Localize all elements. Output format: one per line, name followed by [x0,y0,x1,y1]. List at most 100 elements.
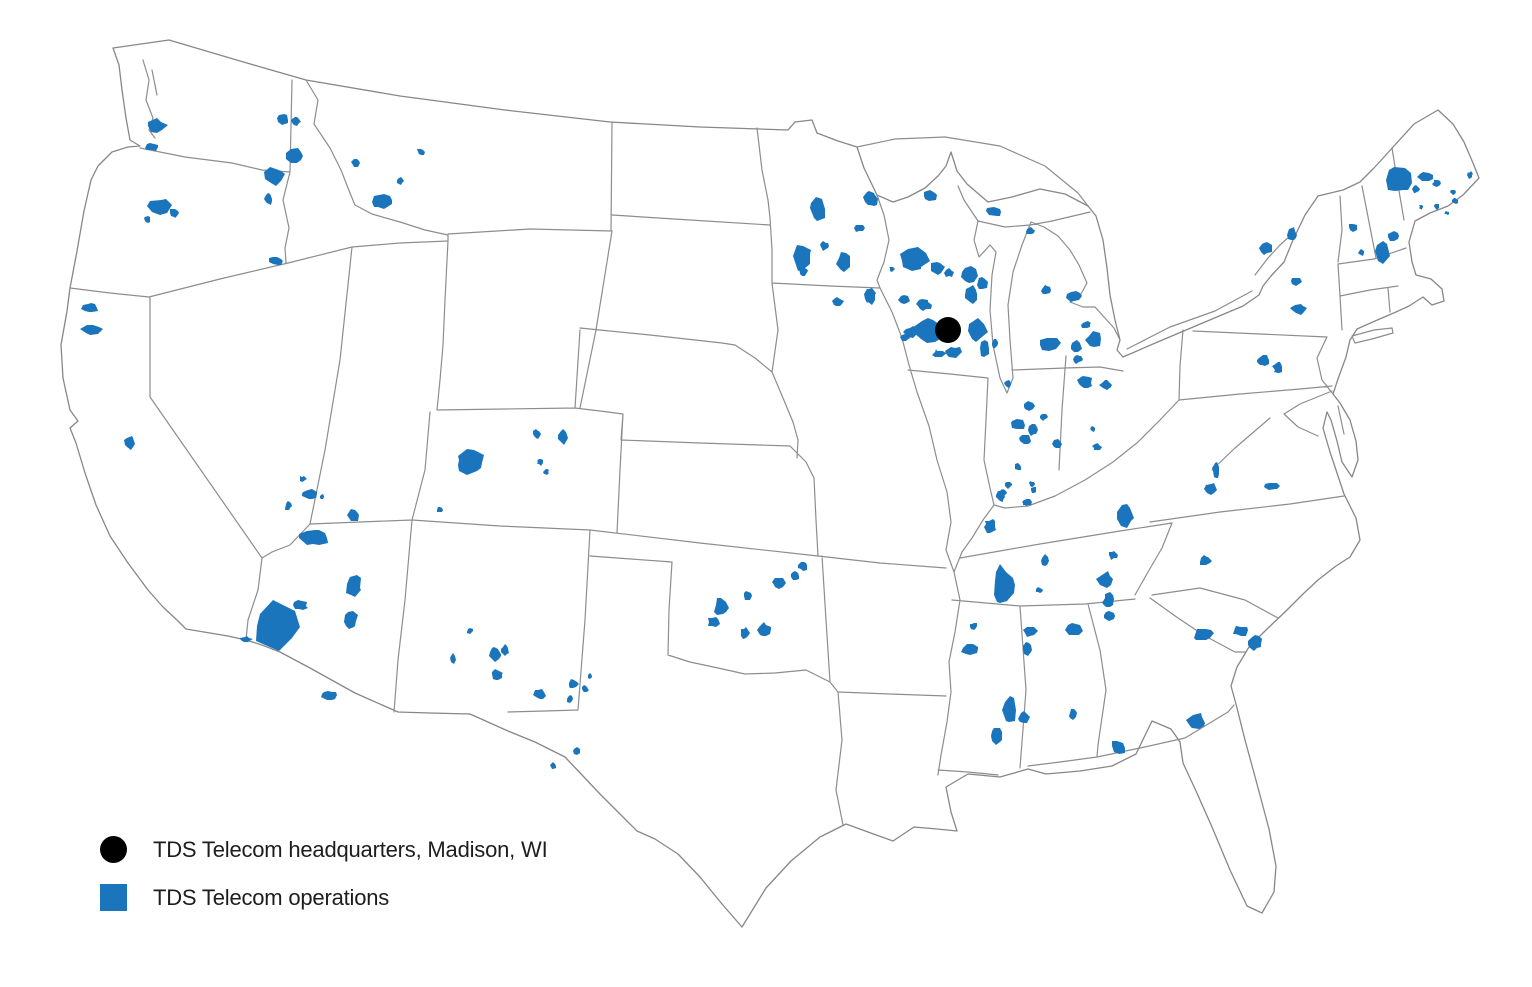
operations-area [854,225,865,232]
operations-area [984,519,996,533]
operations-area [832,297,844,306]
legend-item-operations: TDS Telecom operations [100,884,389,911]
operations-area [916,299,932,311]
operations-area [1015,463,1021,470]
operations-area [302,489,317,499]
operations-area [1112,741,1125,754]
operations-area [170,209,179,218]
operations-area [932,349,947,357]
operations-area [977,277,988,289]
operations-area [1194,629,1214,640]
operations-area [1029,481,1035,487]
operations-area [1358,249,1364,256]
operations-area [397,177,404,185]
operations-area [1019,435,1031,444]
operations-area [537,459,543,466]
operations-area [492,669,503,680]
operations-area [144,216,150,223]
operations-area [1069,709,1077,720]
operations-area [437,507,443,512]
operations-area [1002,696,1016,722]
operations-area [1005,482,1012,489]
operations-area [1031,487,1036,493]
lakes-michigan-huron-shoreline [973,211,1121,394]
operations-area [1004,380,1011,388]
operations-area [1349,224,1357,232]
operations-area [1099,380,1112,390]
operations-area [1259,242,1272,255]
operations-area [1085,331,1101,347]
operations-area [277,114,288,125]
legend-item-headquarters: TDS Telecom headquarters, Madison, WI [100,836,548,863]
operations-area [1023,642,1032,656]
operations-area [980,340,989,357]
operations-area [1024,401,1035,411]
operations-area [573,747,580,755]
operations-area [1388,231,1399,241]
operations-area [567,695,573,703]
operations-area [300,476,307,482]
operations-area [1092,443,1102,450]
operations-area [124,436,135,450]
operations-area [240,636,253,642]
operations-area [291,117,301,126]
operations-legend-label: TDS Telecom operations [153,884,390,910]
operations-area [863,191,878,206]
operations-area [582,685,589,692]
operations-area [1444,211,1449,215]
operations-area [1432,180,1441,187]
operations-area [1040,338,1061,351]
operations-area [991,728,1002,745]
operations-area [501,644,509,656]
us-outline [60,39,1480,928]
operations-area [1419,205,1423,210]
operations-area [1023,627,1038,637]
operations-legend-square-icon [100,884,127,911]
operations-area [269,257,283,265]
operations-area [968,318,988,342]
operations-area [912,318,943,343]
operations-area [1102,592,1114,607]
operations-area [996,489,1005,502]
operations-area [1272,362,1282,373]
operations-area [1204,483,1217,495]
operations-area [558,429,568,445]
operations-area [836,252,850,272]
operations-area [1287,227,1297,240]
operations-area [351,159,360,167]
operations-area [1026,227,1035,234]
operations-area [772,578,786,589]
operations-area [489,647,501,662]
lake-superior-north-shore [856,136,1089,207]
operations-area [1096,571,1113,588]
operations-area [994,564,1015,603]
operations-area [1052,439,1062,448]
operations-area [1467,171,1473,179]
operations-area [1018,711,1030,723]
operations-area [320,494,324,499]
operations-area [467,628,473,634]
operations-area [1434,204,1439,210]
operations-area [256,600,300,651]
operations-area [1073,355,1083,364]
operations-area [285,501,292,510]
operations-area [148,118,168,133]
operations-area [864,288,876,305]
operations-area [1264,483,1280,490]
operations-area [533,689,546,699]
operations-area [714,598,729,615]
operations-area [744,591,752,600]
operations-area [898,295,910,304]
operations-area [321,691,337,700]
operations-area [986,207,1001,216]
operations-area [1200,555,1212,565]
hq-marker [935,317,961,343]
operations-area [372,194,392,209]
operations-area [1417,172,1433,181]
hq-legend-label: TDS Telecom headquarters, Madison, WI [153,836,548,862]
operations-area [1071,340,1082,352]
long-island [1351,327,1394,344]
operations-area [741,627,750,639]
operations-area [1117,504,1134,528]
